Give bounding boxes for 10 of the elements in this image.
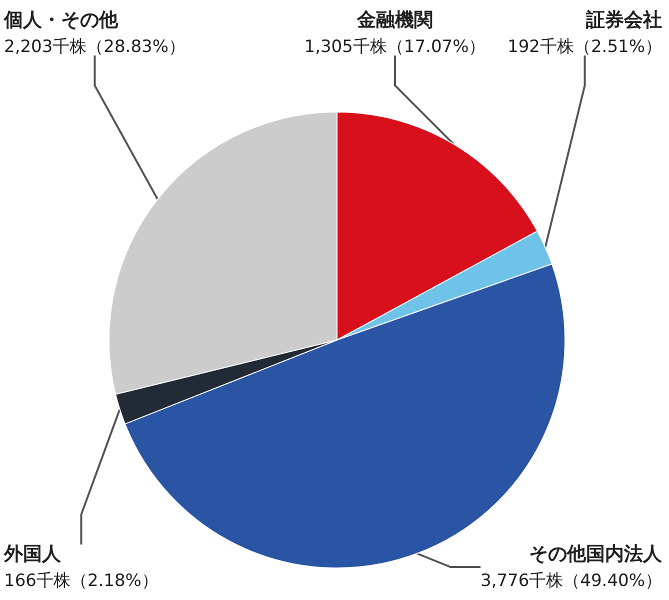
data-label: 192千株（2.51%） bbox=[508, 37, 662, 57]
slice-label: 外国人 bbox=[3, 543, 62, 565]
data-label: 3,776千株（49.40%） bbox=[480, 571, 662, 591]
data-label: 1,305千株（17.07%） bbox=[304, 37, 486, 57]
data-label: 2,203千株（28.83%） bbox=[4, 37, 186, 57]
slice-label: その他国内法人 bbox=[529, 543, 663, 565]
slice-label: 金融機関 bbox=[356, 9, 433, 31]
slice-label: 証券会社 bbox=[585, 9, 662, 31]
data-label: 166千株（2.18%） bbox=[4, 571, 158, 591]
slice-label: 個人・その他 bbox=[3, 9, 119, 31]
